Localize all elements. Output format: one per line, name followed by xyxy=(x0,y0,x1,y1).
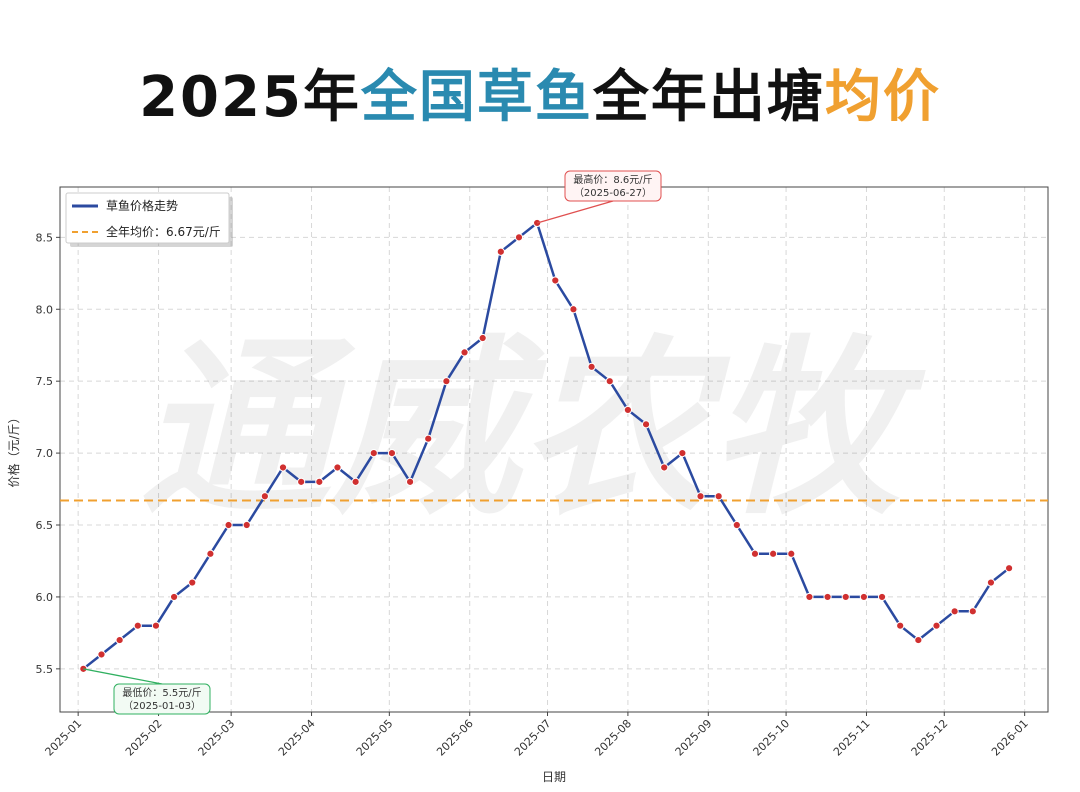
max-annotation-box xyxy=(564,170,662,202)
x-tick-label: 2025-05 xyxy=(354,717,396,759)
y-tick-label: 6.5 xyxy=(36,519,54,532)
title-part-year: 2025年 xyxy=(139,65,361,130)
min-annotation-arrow xyxy=(83,668,163,685)
data-point xyxy=(660,463,669,472)
data-point xyxy=(986,578,996,587)
max-annotation-line1: 最高价：8.6元/斤 xyxy=(573,173,652,186)
data-point xyxy=(714,492,723,501)
title-part-annual: 全年出塘 xyxy=(592,65,825,130)
data-point xyxy=(551,276,560,285)
data-point xyxy=(260,492,269,501)
data-point xyxy=(424,434,433,443)
data-point xyxy=(224,520,233,530)
y-axis: 5.5 6.0 6.5 7.0 7.5 8.0 8.5 xyxy=(36,231,60,676)
watermark: 通威农牧 xyxy=(140,319,926,540)
data-point xyxy=(605,377,614,386)
data-point xyxy=(369,448,378,458)
y-axis-label: 价格（元/斤） xyxy=(6,411,21,487)
min-annotation-box xyxy=(113,683,211,715)
max-annotation-arrow xyxy=(536,200,614,224)
min-annotation: 最低价：5.5元/斤 （2025-01-03） xyxy=(83,668,211,715)
data-point xyxy=(351,477,360,486)
data-point xyxy=(133,621,142,630)
page-title: 2025年全国草鱼全年出塘均价 xyxy=(0,52,1080,133)
x-tick-label: 2025-09 xyxy=(673,717,715,759)
data-point xyxy=(460,348,469,357)
data-point xyxy=(387,448,397,458)
data-point xyxy=(514,233,524,242)
x-tick-label: 2025-10 xyxy=(751,717,793,759)
x-tick-label: 2025-04 xyxy=(276,717,318,759)
data-point xyxy=(932,621,941,630)
y-tick-label: 8.0 xyxy=(36,303,54,316)
x-tick-label: 2025-08 xyxy=(592,717,634,759)
data-point xyxy=(968,607,977,616)
data-point xyxy=(805,592,814,602)
x-tick-label: 2025-07 xyxy=(512,717,554,759)
data-point xyxy=(442,377,451,386)
data-point xyxy=(787,549,796,558)
x-tick-label: 2025-01 xyxy=(43,717,85,759)
data-point xyxy=(841,592,850,602)
data-point xyxy=(478,333,487,343)
data-point xyxy=(859,592,868,602)
data-point xyxy=(823,592,832,602)
data-point xyxy=(188,578,197,587)
data-point xyxy=(769,549,778,558)
plot-area xyxy=(59,186,1049,713)
y-tick-label: 7.0 xyxy=(36,447,54,460)
x-tick-label: 2025-02 xyxy=(123,717,165,759)
data-point xyxy=(315,477,324,486)
data-point xyxy=(623,405,633,415)
data-point xyxy=(587,362,596,371)
max-annotation: 最高价：8.6元/斤 （2025-06-27） xyxy=(536,170,662,224)
data-point xyxy=(151,621,161,630)
data-point xyxy=(696,492,705,501)
title-part-average: 均价 xyxy=(824,65,941,130)
data-point xyxy=(896,621,905,630)
data-point xyxy=(1005,564,1014,573)
data-point xyxy=(496,247,505,256)
x-axis: 2025-01 2025-02 2025-03 2025-04 2025-05 2025-… xyxy=(43,712,1031,759)
data-point xyxy=(297,477,306,486)
y-tick-label: 5.5 xyxy=(36,663,54,676)
x-tick-label: 2025-11 xyxy=(831,717,873,759)
data-point xyxy=(914,635,923,645)
data-point xyxy=(950,607,959,616)
data-point xyxy=(206,549,215,558)
data-point xyxy=(97,650,106,659)
x-tick-label: 2026-01 xyxy=(989,717,1031,759)
x-tick-label: 2025-06 xyxy=(434,717,476,759)
x-tick-label: 2025-12 xyxy=(909,717,951,759)
x-axis-label: 日期 xyxy=(542,770,566,784)
data-points xyxy=(79,218,1014,673)
data-point xyxy=(115,635,124,645)
title-part-fish: 全国草鱼 xyxy=(360,65,593,130)
legend: 草鱼价格走势 全年均价：6.67元/斤 xyxy=(65,192,233,247)
min-annotation-line2: （2025-01-03） xyxy=(123,700,201,712)
data-point xyxy=(333,463,342,472)
data-point xyxy=(242,520,251,530)
data-point xyxy=(169,592,179,602)
x-tick-label: 2025-03 xyxy=(196,717,238,759)
y-tick-label: 7.5 xyxy=(36,375,54,388)
data-point xyxy=(750,549,760,558)
max-annotation-line2: （2025-06-27） xyxy=(574,187,652,199)
data-point xyxy=(877,592,887,602)
y-tick-label: 8.5 xyxy=(36,231,54,244)
series-line xyxy=(82,221,1010,670)
data-point xyxy=(641,420,651,429)
legend-label-series: 草鱼价格走势 xyxy=(106,198,178,213)
data-point xyxy=(278,463,288,472)
data-point xyxy=(569,305,578,314)
data-point xyxy=(405,477,415,486)
data-point xyxy=(678,448,687,458)
y-tick-label: 6.0 xyxy=(36,591,54,604)
min-annotation-line1: 最低价：5.5元/斤 xyxy=(122,686,201,699)
data-point xyxy=(732,520,741,530)
legend-label-average: 全年均价：6.67元/斤 xyxy=(106,224,221,239)
